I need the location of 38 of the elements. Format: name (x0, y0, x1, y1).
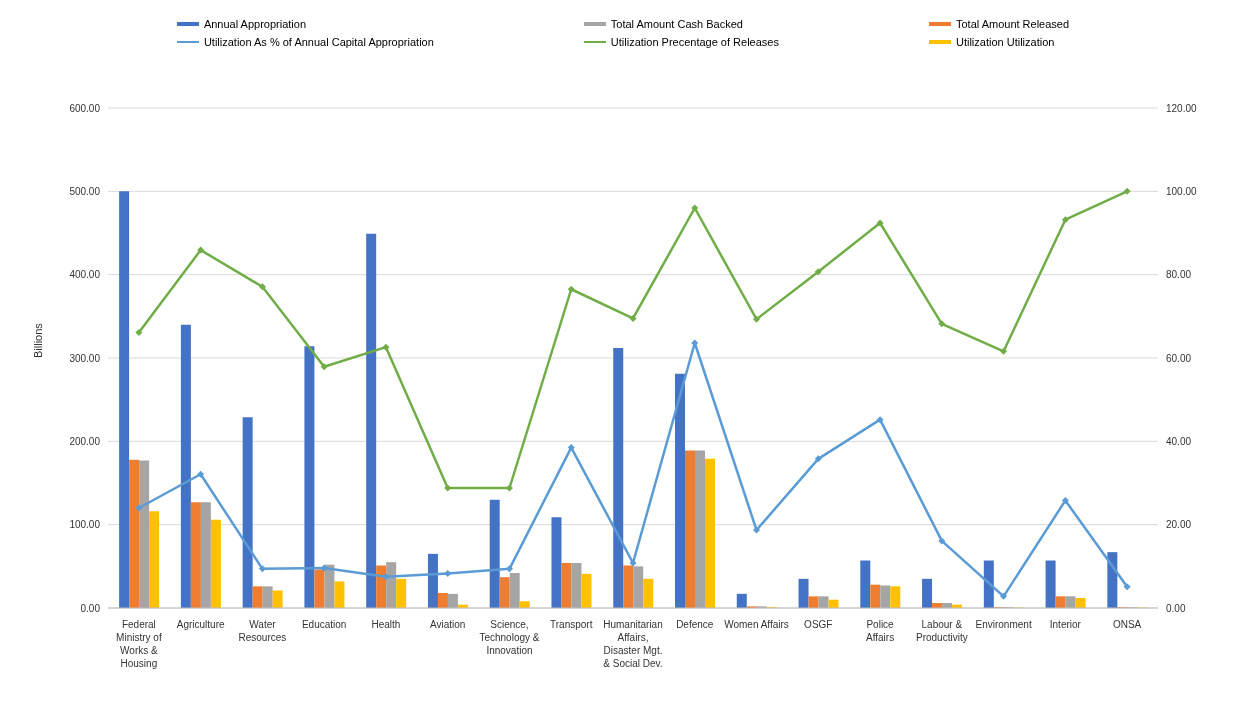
x-tick-label: Humanitarian Affairs, Disaster Mgt. & Social Dev. (603, 619, 663, 669)
y-axis-title: Billions (31, 322, 44, 358)
y-tick-label: 300.00 (69, 352, 101, 364)
y-tick-label: 400.00 (69, 269, 101, 281)
x-tick-label: Science, Technology & Innovation (479, 619, 540, 656)
x-tick-label: Education (301, 619, 347, 630)
x-tick-label: Defence (676, 619, 714, 630)
y-tick-label: 100.00 (69, 519, 101, 531)
legend-label: Utilization As % of Annual Capital Appropriation (203, 36, 434, 48)
x-tick-label: Health (371, 619, 401, 630)
x-tick-label: Aviation (430, 619, 466, 630)
legend-label: Utilization Precentage of Releases (610, 36, 779, 48)
y2-tick-label: 120.00 (1166, 102, 1198, 114)
x-tick-label: Interior (1049, 619, 1082, 630)
legend-label: Total Amount Cash Backed (610, 18, 743, 30)
x-tick-label: Police Affairs (865, 619, 895, 643)
y-tick-label: 0.00 (80, 602, 101, 614)
legend-label: Utilization Utilization (955, 36, 1055, 48)
y2-tick-label: 100.00 (1166, 185, 1198, 197)
x-tick-label: Women Affairs (724, 619, 789, 630)
y-tick-label: 200.00 (69, 435, 101, 447)
y-tick-label: 500.00 (69, 185, 101, 197)
x-tick-label: Environment (975, 619, 1032, 630)
x-tick-label: Agriculture (176, 619, 225, 630)
y2-tick-label: 80.00 (1166, 269, 1192, 281)
x-tick-label: Labour & Productivity (915, 619, 968, 643)
y2-tick-label: 40.00 (1166, 435, 1192, 447)
legend-label: Annual Appropriation (203, 18, 307, 30)
x-tick-label: OSGF (804, 619, 833, 630)
y2-tick-label: 60.00 (1166, 352, 1192, 364)
legend-label: Total Amount Released (955, 18, 1070, 30)
x-tick-label: ONSA (1112, 619, 1142, 630)
x-tick-label: Federal Ministry of Works & Housing (116, 619, 162, 669)
y2-tick-label: 20.00 (1166, 519, 1192, 531)
y-tick-label: 600.00 (69, 102, 101, 114)
x-tick-label: Water Resources (238, 619, 287, 643)
y2-tick-label: 0.00 (1166, 602, 1186, 614)
x-tick-label: Transport (550, 619, 593, 630)
